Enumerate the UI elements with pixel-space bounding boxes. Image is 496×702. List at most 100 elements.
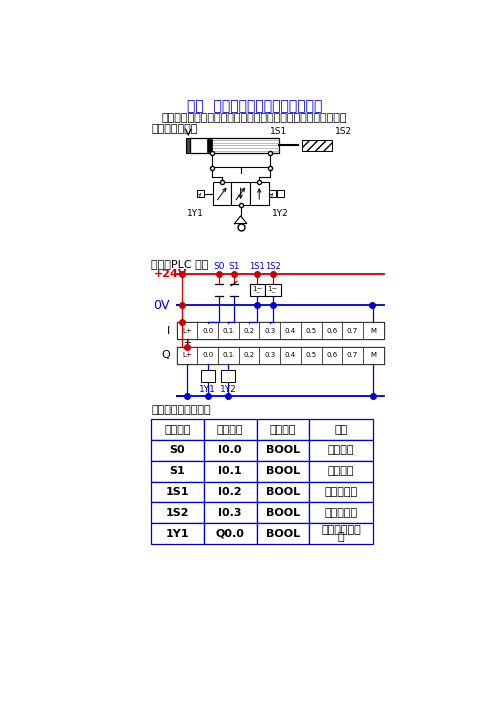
- Bar: [177, 347, 197, 364]
- Bar: [151, 419, 204, 440]
- Text: 1S1: 1S1: [166, 487, 189, 497]
- Bar: [256, 482, 309, 503]
- Bar: [204, 461, 256, 482]
- Text: 1Y1: 1Y1: [166, 529, 189, 538]
- Text: 1S2: 1S2: [335, 127, 352, 135]
- Bar: [177, 322, 383, 339]
- Text: BOOL: BOOL: [266, 487, 300, 497]
- Bar: [265, 284, 281, 296]
- Text: 启动按鈕: 启动按鈕: [328, 445, 354, 456]
- Bar: [256, 461, 309, 482]
- Bar: [218, 347, 239, 364]
- Text: I0.2: I0.2: [218, 487, 242, 497]
- Bar: [239, 347, 259, 364]
- Text: +24V: +24V: [153, 270, 187, 279]
- Text: 类据类型: 类据类型: [270, 425, 296, 435]
- Bar: [250, 182, 268, 205]
- Text: 0.4: 0.4: [285, 328, 296, 333]
- Text: I: I: [167, 326, 171, 336]
- Text: 0.6: 0.6: [326, 328, 337, 333]
- Text: 绝对地址: 绝对地址: [217, 425, 244, 435]
- Bar: [201, 370, 215, 382]
- Bar: [309, 461, 373, 482]
- Text: 0.1: 0.1: [223, 352, 234, 358]
- Bar: [151, 440, 204, 461]
- Bar: [177, 322, 197, 339]
- Text: 换向阀电磁线: 换向阀电磁线: [321, 526, 361, 536]
- Bar: [342, 322, 363, 339]
- Text: 0.0: 0.0: [202, 328, 213, 333]
- Text: 1Y2: 1Y2: [272, 209, 289, 218]
- Text: 按启动按鈕双作用气缸连续往复运动，按停止按鈕，停止运动。: 按启动按鈕双作用气缸连续往复运动，按停止按鈕，停止运动。: [162, 113, 347, 123]
- Text: 1S1: 1S1: [270, 127, 287, 135]
- Text: 1Y1: 1Y1: [199, 385, 216, 394]
- Bar: [197, 347, 218, 364]
- Text: 1S1: 1S1: [249, 262, 265, 270]
- Bar: [204, 523, 256, 544]
- Bar: [231, 182, 250, 205]
- Text: 1S2: 1S2: [265, 262, 281, 270]
- Text: Q0.0: Q0.0: [216, 529, 245, 538]
- Bar: [309, 440, 373, 461]
- Bar: [256, 503, 309, 523]
- Bar: [256, 419, 309, 440]
- Bar: [301, 347, 321, 364]
- Bar: [321, 347, 342, 364]
- Text: 0.5: 0.5: [306, 328, 317, 333]
- Text: 0.2: 0.2: [244, 328, 254, 333]
- Bar: [259, 347, 280, 364]
- Text: S0: S0: [214, 262, 225, 270]
- Text: 1Y2: 1Y2: [220, 385, 237, 394]
- Bar: [207, 139, 212, 152]
- Bar: [151, 482, 204, 503]
- Bar: [256, 523, 309, 544]
- Bar: [151, 461, 204, 482]
- Text: L+: L+: [182, 352, 192, 358]
- Text: S0: S0: [170, 445, 186, 456]
- Text: S1: S1: [170, 466, 186, 476]
- Text: BOOL: BOOL: [266, 508, 300, 518]
- Bar: [309, 523, 373, 544]
- Text: 0.5: 0.5: [306, 352, 317, 358]
- Text: （三）定义符号地址: （三）定义符号地址: [151, 405, 211, 415]
- Text: 停止按鈕: 停止按鈕: [328, 466, 354, 476]
- Text: 位置传感器: 位置传感器: [324, 508, 358, 518]
- Text: −: −: [183, 344, 191, 354]
- Text: I0.3: I0.3: [218, 508, 242, 518]
- Text: 1S2: 1S2: [166, 508, 189, 518]
- Text: I0.1: I0.1: [218, 466, 242, 476]
- Bar: [249, 284, 265, 296]
- Bar: [280, 347, 301, 364]
- Bar: [239, 322, 259, 339]
- Text: I0.0: I0.0: [218, 445, 242, 456]
- Bar: [204, 419, 256, 440]
- Text: 例六  双作用气缸连续往复运动控制: 例六 双作用气缸连续往复运动控制: [186, 100, 322, 114]
- Text: 0.1: 0.1: [223, 328, 234, 333]
- Text: 说明: 说明: [334, 425, 348, 435]
- Text: ~: ~: [270, 291, 275, 296]
- Bar: [197, 190, 204, 197]
- Bar: [218, 322, 239, 339]
- Bar: [342, 347, 363, 364]
- Text: 0.3: 0.3: [264, 352, 275, 358]
- Bar: [221, 370, 236, 382]
- Text: 0.6: 0.6: [326, 352, 337, 358]
- Bar: [309, 482, 373, 503]
- Text: BOOL: BOOL: [266, 445, 300, 456]
- Text: ~: ~: [255, 291, 259, 296]
- Text: 0.7: 0.7: [347, 352, 358, 358]
- Text: 位置传感器: 位置传感器: [324, 487, 358, 497]
- Text: 0.7: 0.7: [347, 328, 358, 333]
- Bar: [177, 347, 383, 364]
- Bar: [190, 138, 279, 153]
- Text: M: M: [371, 328, 376, 333]
- Bar: [256, 440, 309, 461]
- Bar: [363, 322, 383, 339]
- Text: 0.0: 0.0: [202, 352, 213, 358]
- Text: （一）气控回路: （一）气控回路: [151, 124, 197, 134]
- Text: （二）PLC 接线: （二）PLC 接线: [151, 260, 208, 270]
- Bar: [259, 322, 280, 339]
- Text: 0.2: 0.2: [244, 352, 254, 358]
- Bar: [363, 347, 383, 364]
- Bar: [197, 322, 218, 339]
